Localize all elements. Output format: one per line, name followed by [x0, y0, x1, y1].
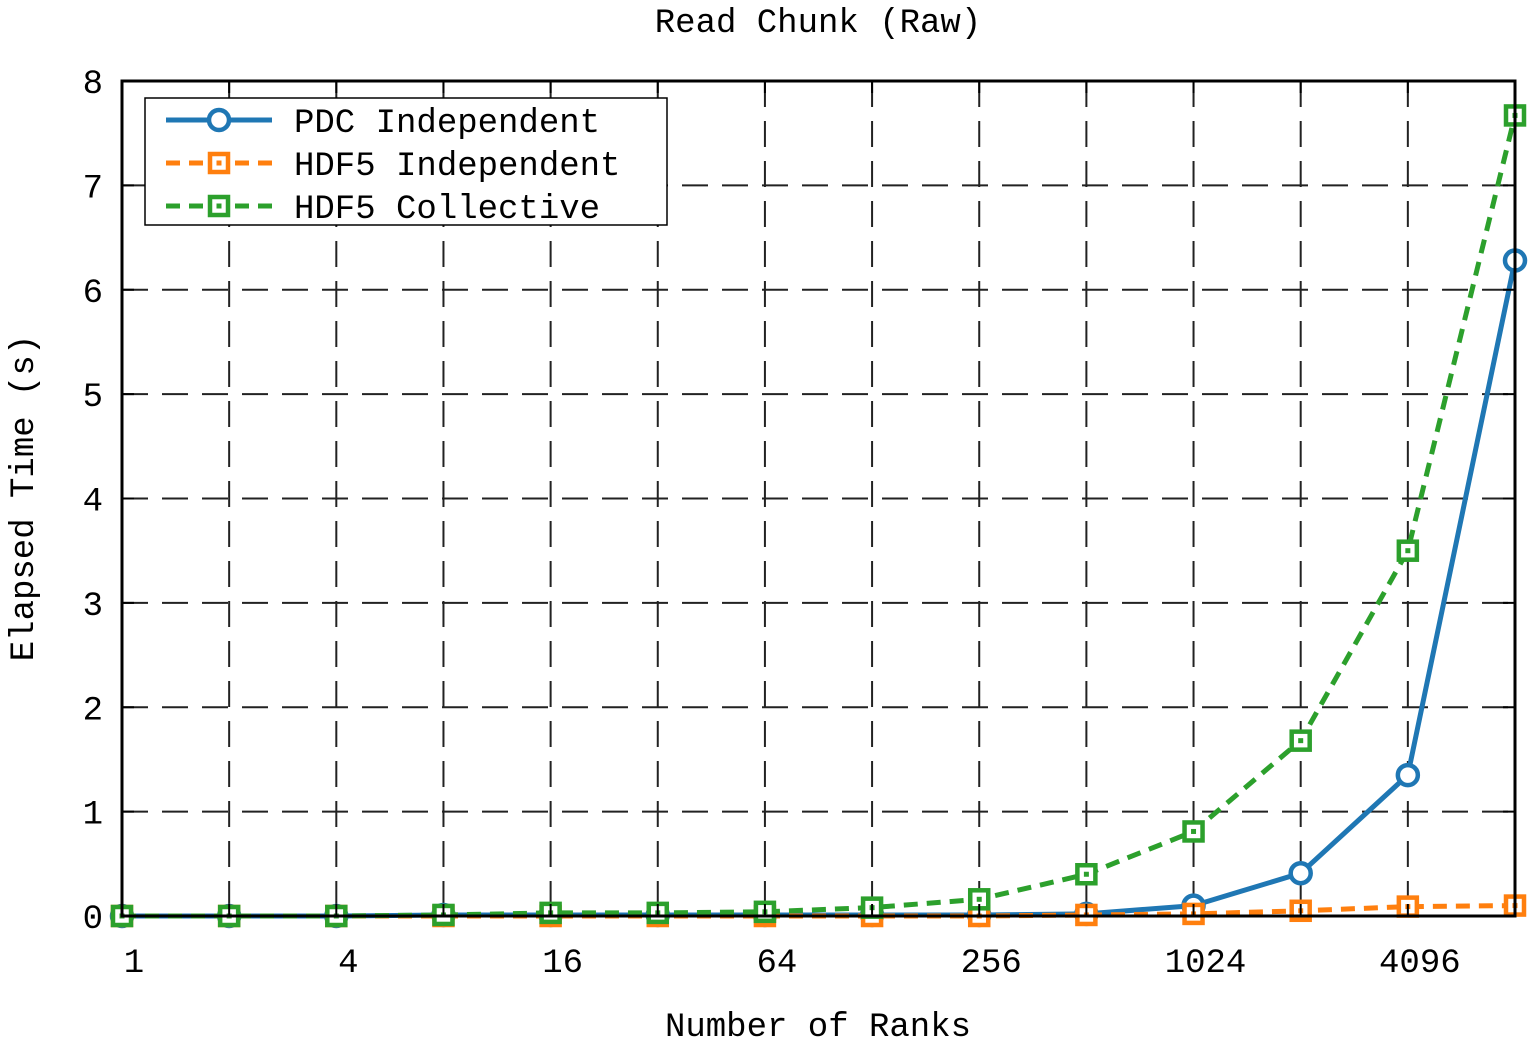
series-hdf5-collective	[110, 104, 1527, 928]
data-point-hdf5-collective-center	[1405, 548, 1411, 554]
series-line-hdf5-collective	[122, 114, 1518, 919]
x-axis-ticks: 1 4 16 64 256 1024 4096	[121, 81, 1516, 983]
y-tick-label: 3	[83, 588, 103, 626]
y-tick-label: 5	[83, 379, 103, 417]
x-tick-label: 16	[542, 945, 583, 983]
x-tick-label: 1	[124, 945, 144, 983]
data-point-pdc-independent	[1395, 762, 1421, 788]
data-point-hdf5-collective-center	[1298, 738, 1304, 744]
y-tick-label: 2	[83, 692, 103, 730]
legend-marker-pdc-independent	[206, 107, 232, 133]
y-tick-label: 4	[83, 484, 103, 522]
legend-marker-hdf5-independent-center	[216, 160, 222, 166]
grid-lines	[122, 81, 1515, 916]
legend-marker-hdf5-collective-center	[216, 203, 222, 209]
x-tick-label: 1024	[1165, 945, 1247, 983]
series-line-pdc-independent	[122, 259, 1518, 919]
x-tick-label: 64	[757, 945, 798, 983]
legend-label-hdf5-independent: HDF5 Independent	[294, 148, 620, 186]
data-point-hdf5-collective-center	[976, 896, 982, 902]
y-axis-ticks: 0 1 2 3 4 5 6 7 8	[83, 66, 1515, 939]
chart-title: Read Chunk (Raw)	[655, 5, 981, 43]
y-tick-label: 6	[83, 275, 103, 313]
series-pdc-independent	[109, 248, 1528, 929]
x-tick-label: 4	[338, 945, 358, 983]
x-tick-label: 4096	[1379, 945, 1461, 983]
y-tick-label: 1	[83, 797, 103, 835]
y-axis-label: Elapsed Time (s)	[6, 335, 44, 661]
y-tick-label: 0	[83, 901, 103, 939]
x-axis-label: Number of Ranks	[665, 1009, 971, 1040]
legend: PDC Independent HDF5 Independent HDF5 Coll…	[144, 97, 668, 229]
x-tick-label: 256	[961, 945, 1022, 983]
data-point-hdf5-collective-center	[1083, 871, 1089, 877]
y-tick-label: 7	[83, 170, 103, 208]
data-point-hdf5-collective-center	[1191, 828, 1197, 834]
plot-series	[109, 104, 1528, 929]
data-point-pdc-independent	[1288, 860, 1313, 886]
y-tick-label: 8	[83, 66, 103, 104]
legend-label-pdc-independent: PDC Independent	[294, 105, 600, 143]
legend-label-hdf5-collective: HDF5 Collective	[294, 191, 600, 229]
